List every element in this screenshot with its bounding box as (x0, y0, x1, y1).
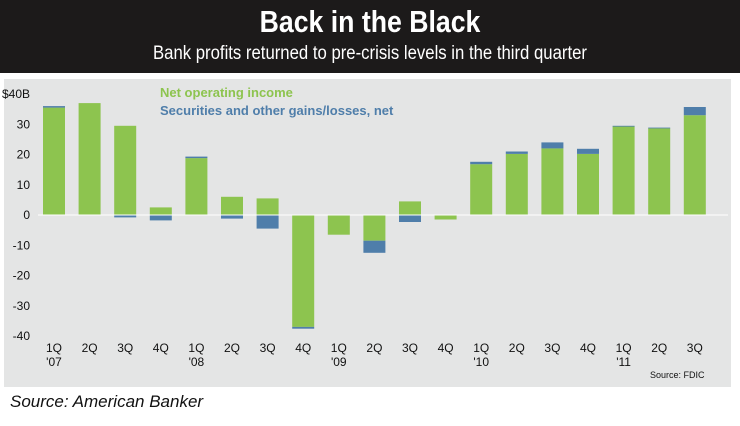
legend-entry-securities: Securities and other gains/losses, net (160, 103, 394, 118)
y-tick-label: 20 (17, 148, 31, 162)
x-tick-label: 3Q (402, 341, 418, 355)
footer-source: Source: American Banker (10, 392, 204, 411)
chart-title: Back in the Black (259, 4, 481, 39)
x-tick-label: 3Q (260, 341, 276, 355)
x-tick-label: 2Q (651, 341, 667, 355)
bar-securities (577, 148, 599, 154)
x-tick-year-label: '10 (473, 355, 489, 369)
x-tick-year-label: '11 (616, 355, 631, 369)
x-tick-label: 1Q (616, 341, 632, 355)
chart-subtitle: Bank profits returned to pre-crisis leve… (152, 43, 587, 64)
legend-entry-net-operating-income: Net operating income (160, 85, 293, 100)
bar-net-operating-income (541, 148, 564, 215)
x-tick-label: 2Q (509, 341, 525, 355)
bar-securities (648, 127, 671, 129)
y-tick-label: -20 (13, 269, 31, 283)
bar-net-operating-income (185, 158, 208, 215)
x-tick-label: 4Q (153, 341, 169, 355)
x-tick-label: 4Q (580, 341, 596, 355)
x-tick-label: 3Q (687, 341, 703, 355)
x-tick-label: 1Q (473, 341, 489, 355)
x-tick-label: 4Q (438, 341, 454, 355)
bar-net-operating-income (577, 153, 599, 215)
x-tick-year-label: '07 (46, 355, 62, 369)
bar-net-operating-income (612, 126, 635, 215)
y-tick-label: -40 (13, 329, 31, 343)
bar-securities (149, 215, 172, 221)
y-tick-label: 10 (17, 178, 31, 192)
bar-net-operating-income (434, 215, 457, 220)
bar-net-operating-income (221, 196, 243, 215)
x-tick-label: 1Q (188, 341, 204, 355)
bar-securities (612, 125, 635, 127)
y-axis: $40B 30 20 10 0 -10 -20 -30 -40 (2, 87, 30, 343)
y-tick-label: -10 (13, 238, 31, 252)
bar-net-operating-income (327, 215, 350, 235)
bar-securities (292, 326, 315, 329)
x-tick-label: 4Q (295, 341, 311, 355)
bar-securities (505, 151, 528, 154)
x-tick-label: 3Q (117, 341, 133, 355)
bar-securities (185, 156, 208, 159)
bar-net-operating-income (399, 201, 421, 215)
y-tick-label: 30 (17, 117, 31, 131)
bar-net-operating-income (470, 164, 493, 215)
bar-securities (470, 161, 493, 165)
bar-securities (221, 215, 243, 219)
x-tick-year-label: '09 (331, 355, 347, 369)
x-tick-label: 2Q (224, 341, 240, 355)
x-tick-label: 2Q (82, 341, 98, 355)
chart-header: Back in the Black Bank profits returned … (0, 0, 740, 73)
bar-securities (399, 215, 421, 222)
bar-net-operating-income (292, 215, 315, 327)
x-tick-label: 3Q (544, 341, 560, 355)
bar-securities (256, 215, 279, 229)
bar-net-operating-income (683, 115, 706, 215)
x-tick-label: 2Q (366, 341, 382, 355)
bar-net-operating-income (78, 103, 101, 215)
bar-net-operating-income (505, 153, 528, 215)
bar-net-operating-income (256, 198, 279, 215)
bar-net-operating-income (149, 207, 172, 215)
bar-net-operating-income (363, 215, 386, 241)
bars-layer (43, 103, 706, 329)
bar-securities (363, 240, 386, 253)
legend: Net operating income Securities and othe… (160, 85, 394, 118)
fdic-source-note: Source: FDIC (650, 370, 705, 380)
y-tick-label: $40B (2, 87, 30, 101)
y-tick-label: -30 (13, 299, 31, 313)
bar-securities (114, 215, 137, 218)
bar-securities (43, 106, 65, 108)
bar-net-operating-income (114, 125, 137, 215)
y-tick-label: 0 (23, 208, 30, 222)
x-tick-label: 1Q (331, 341, 347, 355)
bar-securities (541, 142, 564, 149)
bar-net-operating-income (43, 107, 65, 215)
x-tick-label: 1Q (46, 341, 62, 355)
bar-net-operating-income (648, 128, 671, 215)
bar-securities (683, 107, 706, 116)
x-tick-year-label: '08 (189, 355, 205, 369)
